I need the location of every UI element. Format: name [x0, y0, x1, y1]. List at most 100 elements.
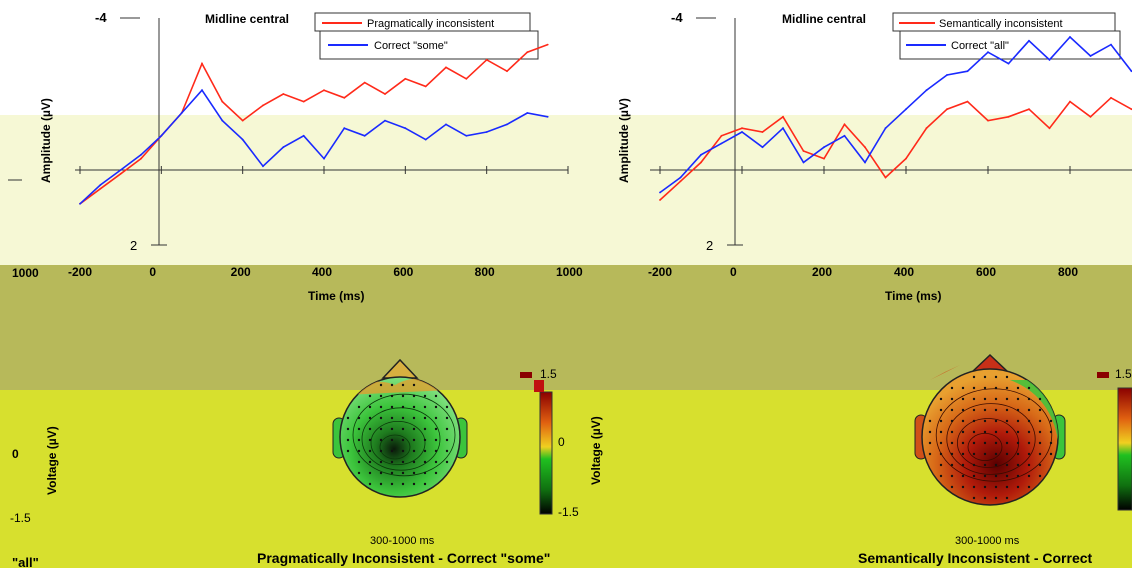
electrode-dot — [423, 416, 427, 420]
electrode-dot — [961, 452, 965, 456]
electrode-dot — [939, 430, 943, 434]
electrode-dot — [390, 394, 394, 398]
data-point — [546, 43, 549, 46]
electrode-dot — [994, 496, 998, 500]
electrode-dot — [1038, 419, 1042, 423]
electrode-dot — [939, 463, 943, 467]
data-point — [506, 70, 508, 73]
data-point — [363, 134, 366, 137]
contour-line — [967, 432, 1003, 461]
electrode-dot — [401, 383, 405, 387]
electrode-dot — [357, 416, 361, 420]
topo-panel-1: 1.5 0 -1.5 Voltage (µV) 300-1000 ms Prag… — [257, 358, 603, 566]
topo1-scale-top: 1.5 — [540, 367, 557, 381]
electrode-dot — [1027, 408, 1031, 412]
electrode-dot — [412, 471, 416, 475]
data-point — [823, 157, 825, 160]
electrode-dot — [939, 452, 943, 456]
data-point — [966, 100, 969, 103]
electrode-dot — [1005, 430, 1009, 434]
data-point — [302, 100, 305, 103]
erp-panel-2: Midline central Semantically inconsisten… — [617, 10, 1132, 303]
electrode-dot — [961, 485, 965, 489]
nose-icon — [381, 358, 419, 379]
electrode-dot — [1016, 441, 1020, 445]
electrode-dot — [357, 471, 361, 475]
x-tick-label: 800 — [475, 265, 495, 279]
electrode-dot — [379, 460, 383, 464]
electrode-dot — [412, 460, 416, 464]
electrode-dot — [423, 405, 427, 409]
electrode-dot — [445, 460, 449, 464]
data-point — [864, 146, 866, 149]
electrode-dot — [972, 430, 976, 434]
contour-line — [946, 403, 1036, 475]
erp1-ylabel: Amplitude (µV) — [39, 98, 53, 183]
erp1-y-bottom-tick: 2 — [130, 238, 137, 253]
electrode-dot — [939, 474, 943, 478]
electrode-dot — [1005, 386, 1009, 390]
topo2-caption: Semantically Inconsistent - Correct — [858, 550, 1093, 566]
electrode-dot — [950, 430, 954, 434]
electrode-dot — [1038, 452, 1042, 456]
electrode-dot — [1038, 397, 1042, 401]
data-point — [1007, 115, 1010, 118]
data-point — [1028, 39, 1030, 42]
electrode-dot — [379, 405, 383, 409]
erp2-legend-red: Semantically inconsistent — [939, 18, 1063, 30]
data-point — [1028, 108, 1030, 111]
electrode-dot — [928, 419, 932, 423]
data-point — [782, 127, 784, 130]
data-point — [99, 184, 102, 186]
electrode-dot — [401, 416, 405, 420]
data-point — [659, 191, 661, 194]
electrode-dot — [1005, 452, 1009, 456]
data-point — [343, 96, 346, 99]
data-point — [761, 146, 764, 149]
data-point — [465, 134, 468, 137]
band-upper — [0, 115, 1132, 265]
data-point — [99, 187, 102, 190]
data-point — [201, 62, 203, 65]
data-point — [302, 134, 305, 137]
electrode-dot — [1005, 474, 1009, 478]
electrode-dot — [983, 375, 987, 379]
erp2-legend-blue: Correct "all" — [951, 40, 1009, 52]
topo1-scale-bottom: -1.5 — [558, 505, 579, 519]
electrode-dot — [357, 405, 361, 409]
data-point — [119, 172, 122, 175]
electrode-dot — [368, 482, 372, 486]
erp1-title: Midline central — [205, 12, 289, 26]
electrode-dot — [401, 394, 405, 398]
electrode-dot — [1005, 496, 1009, 500]
electrode-dot — [434, 460, 438, 464]
data-point — [465, 77, 468, 80]
data-point — [506, 123, 508, 126]
data-point — [741, 127, 743, 130]
x-tick-label: 0 — [149, 265, 156, 279]
electrode-dot — [390, 438, 394, 442]
data-point — [1048, 58, 1051, 61]
electrode-dot — [357, 449, 361, 453]
electrode-dot — [1005, 408, 1009, 412]
data-point — [1089, 115, 1092, 118]
electrode-dot — [346, 449, 350, 453]
erp2-ylabel: Amplitude (µV) — [617, 98, 631, 183]
colorbar-1 — [539, 391, 553, 515]
erp2-title: Midline central — [782, 12, 866, 26]
electrode-dot — [423, 471, 427, 475]
electrode-dot — [961, 474, 965, 478]
electrode-dot — [983, 430, 987, 434]
data-point — [884, 127, 887, 130]
electrode-dot — [423, 438, 427, 442]
data-point — [761, 131, 764, 133]
erp1-xlabel: Time (ms) — [308, 289, 364, 303]
erp1-legend-blue: Correct "some" — [374, 40, 448, 52]
electrode-dot — [928, 452, 932, 456]
electrode-dot — [1027, 452, 1031, 456]
erp2-xlabel: Time (ms) — [885, 289, 941, 303]
topo2-scale-top: 1.5 — [1115, 367, 1132, 381]
electrode-dot — [961, 397, 965, 401]
electrode-dot — [1027, 463, 1031, 467]
data-point — [741, 131, 743, 133]
